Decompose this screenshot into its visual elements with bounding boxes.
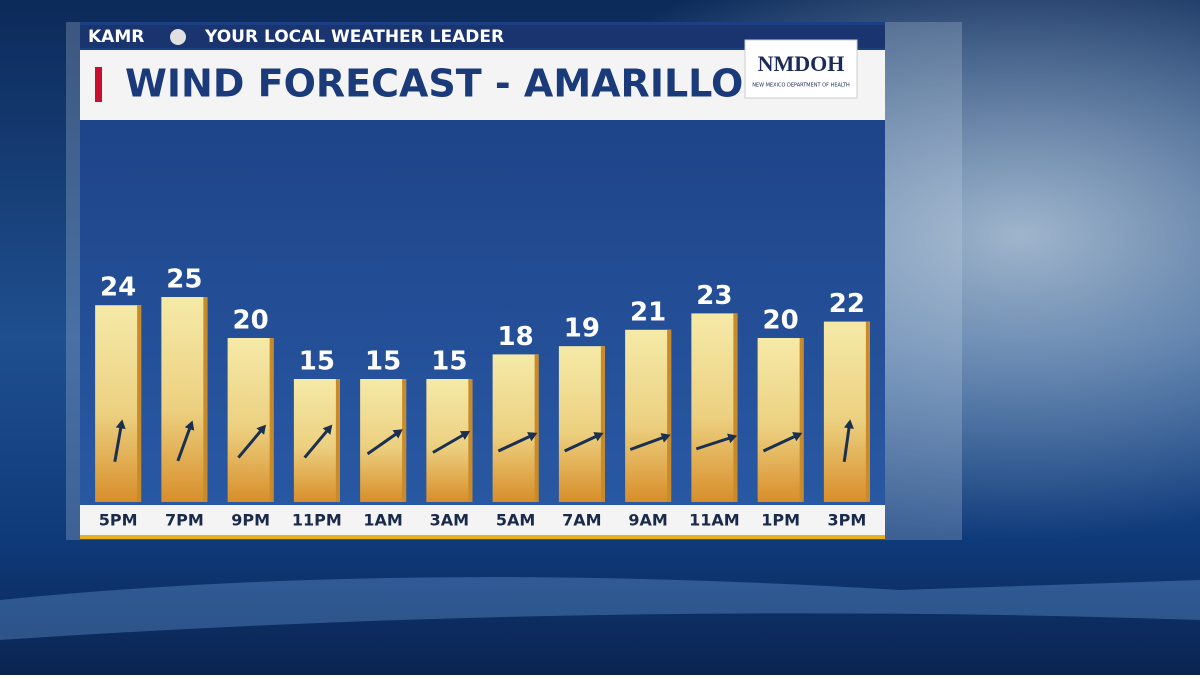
bar-side [733,313,738,502]
wind-arrow [303,427,331,459]
logo-box [744,39,858,99]
tagline: YOUR LOCAL WEATHER LEADER [204,27,504,47]
chart-title: WIND FORECAST - AMARILLO [125,62,743,106]
bar [558,346,605,502]
wind-arrow-head [392,429,403,439]
value-label: 22 [829,289,865,319]
bar-side [534,354,539,502]
wind-arrow [762,433,799,453]
bar [360,379,407,502]
label-strip [80,505,885,537]
bar [757,338,804,502]
bar-side [137,305,142,502]
wind-arrow [497,433,534,453]
wind-arrow [842,423,852,463]
bar [625,329,672,502]
bar [426,379,473,502]
wind-arrow [366,430,400,456]
x-tick-label: 1AM [363,511,402,530]
x-tick-label: 9AM [628,511,667,530]
wind-arrow-head [459,431,471,440]
x-tick-label: 9PM [231,511,270,530]
x-tick-label: 7AM [562,511,601,530]
x-tick-label: 7PM [165,511,204,530]
value-label: 20 [763,306,799,336]
wind-arrow-head [727,433,738,444]
bar-side [865,321,870,502]
bar [691,313,738,502]
peacock [170,29,186,45]
value-label: 25 [166,265,202,295]
header-bar [80,25,885,48]
bar [293,379,340,502]
bar [492,354,539,502]
value-label: 20 [233,306,269,336]
title-accent [95,67,102,102]
bar-side [600,346,605,502]
wind-arrow-head [184,420,195,431]
x-tick-label: 11PM [292,511,342,530]
x-tick-label: 11AM [689,511,740,530]
bar [161,297,208,502]
wind-arrow-head [660,433,671,443]
wind-arrow [113,424,123,462]
wind-arrow-head [527,432,538,442]
wind-arrow-head [844,419,854,429]
wind-arrow [629,435,667,451]
x-tick-label: 5PM [99,511,138,530]
value-label: 24 [100,273,136,303]
x-tick-label: 3AM [430,511,469,530]
label-underline [80,535,885,539]
value-label: 15 [365,347,401,377]
streak [0,577,1200,640]
x-tick-label: 3PM [827,511,866,530]
wind-arrow [176,424,193,462]
value-label: 21 [630,297,666,327]
wind-arrow-head [256,424,267,435]
wind-arrow-head [322,424,333,435]
x-tick-label: 1PM [761,511,800,530]
bar-side [269,338,274,502]
wind-arrow [695,435,733,451]
wind-arrow-head [593,432,604,442]
wind-arrow [564,433,600,453]
station: KAMR [88,27,144,47]
value-label: 19 [564,314,600,344]
bar-side [468,379,473,502]
x-tick-label: 5AM [496,511,535,530]
value-label: 18 [498,322,534,352]
wind-arrow [432,432,467,454]
bar [227,338,274,502]
bar-side [335,379,340,502]
bar [95,305,142,502]
value-label: 23 [696,281,732,311]
logo-subtitle: NEW MEXICO DEPARTMENT OF HEALTH [752,83,850,89]
value-label: 15 [431,347,467,377]
bar-side [799,338,804,502]
wind-arrow [237,427,264,459]
bar-side [667,329,672,502]
value-label: 15 [299,347,335,377]
bar-side [402,379,407,502]
bar [823,321,870,502]
wind-arrow-head [115,419,126,430]
logo-name: NMDOH [758,51,845,76]
bar-side [203,297,208,502]
wind-arrow-head [792,432,803,442]
